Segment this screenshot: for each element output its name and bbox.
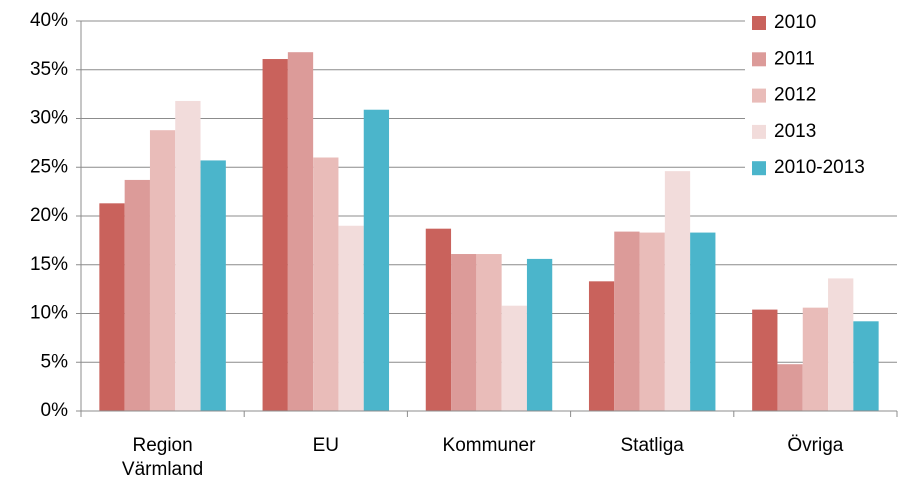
x-tick-label: Statliga (620, 435, 684, 456)
legend-swatch (752, 161, 766, 176)
bar (639, 232, 665, 411)
bar (853, 321, 879, 411)
legend-swatch (752, 88, 766, 103)
y-tick-label: 20% (30, 205, 68, 226)
legend-swatch (752, 52, 766, 67)
legend-label: 2011 (774, 48, 815, 69)
bar (588, 281, 615, 411)
bar (262, 59, 288, 412)
x-tick-label: Kommuner (442, 435, 536, 456)
bar (99, 203, 125, 411)
x-tick-label: Övriga (787, 435, 844, 456)
x-tick-label: EU (312, 435, 339, 456)
y-tick-label: 0% (41, 400, 69, 421)
bar (287, 52, 314, 411)
y-tick-label: 30% (30, 108, 68, 129)
bar (664, 171, 691, 411)
legend-background (745, 8, 902, 186)
x-tick-label: Region Värmland (121, 435, 204, 480)
bar (690, 232, 716, 411)
bar (200, 160, 226, 411)
y-tick-label: 25% (30, 156, 68, 177)
legend-swatch (752, 124, 766, 139)
bar (501, 305, 527, 411)
legend-label: 2013 (774, 121, 816, 142)
bar (363, 109, 390, 411)
bar (175, 100, 201, 411)
legend-label: 2010-2013 (774, 157, 865, 178)
bar (149, 130, 176, 411)
bar (526, 258, 553, 411)
bar (802, 307, 829, 411)
bar (451, 254, 477, 411)
legend-label: 2010 (774, 12, 816, 33)
y-tick-label: 35% (30, 59, 68, 80)
bar (476, 254, 502, 411)
y-tick-label: 10% (30, 303, 68, 324)
bar (828, 278, 854, 411)
y-tick-label: 40% (30, 10, 68, 31)
bar (777, 364, 803, 411)
bar (425, 228, 452, 411)
bar (338, 225, 364, 411)
bar (313, 157, 339, 411)
legend-swatch (752, 16, 766, 30)
y-tick-label: 15% (30, 254, 68, 275)
bar (752, 309, 778, 411)
y-tick-label: 5% (41, 351, 69, 372)
legend-label: 2012 (774, 85, 816, 106)
bar (614, 231, 640, 411)
bar (124, 179, 150, 411)
